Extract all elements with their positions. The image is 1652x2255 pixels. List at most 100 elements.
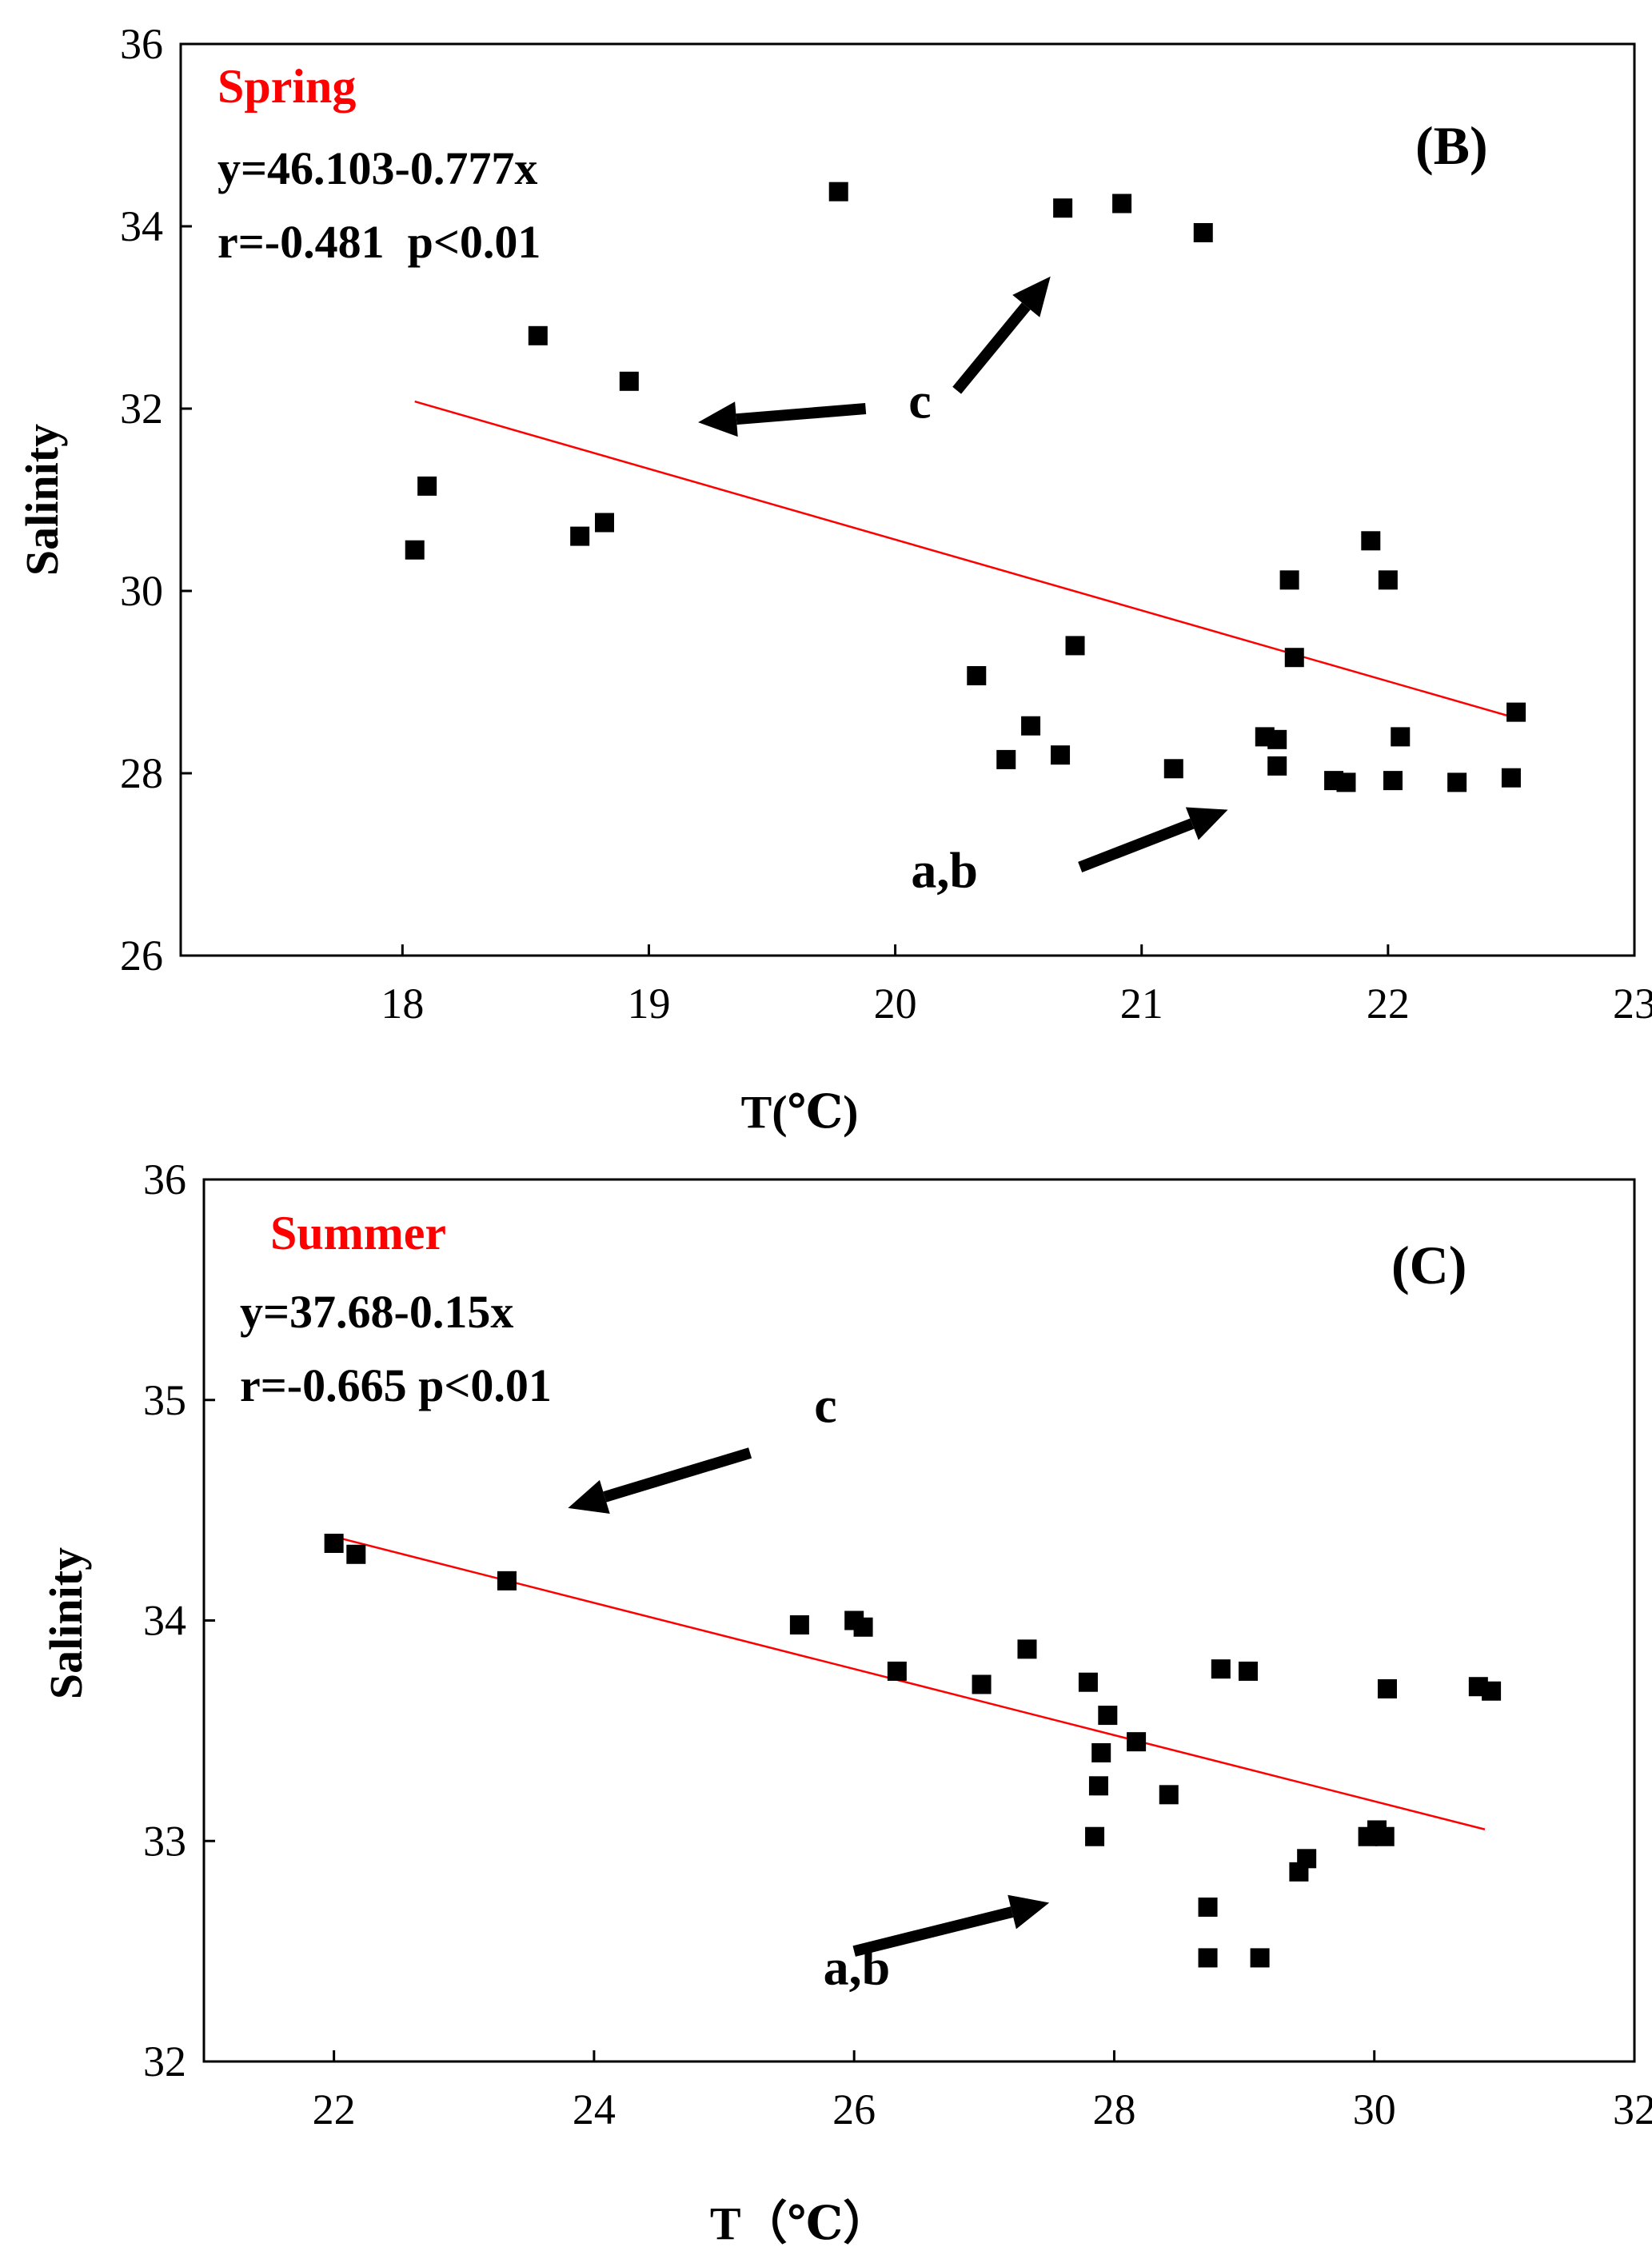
- panel-summer: Summer y=37.68-0.15x r=-0.665 p<0.01 (C)…: [40, 1155, 1652, 2249]
- data-point: [828, 182, 848, 202]
- x-tick-label: 22: [313, 2085, 356, 2133]
- y-tick-label: 33: [143, 1817, 186, 1865]
- regression-line: [333, 1535, 1486, 1830]
- x-tick-label: 19: [627, 980, 670, 1028]
- data-point: [967, 666, 987, 686]
- data-point: [1088, 1776, 1108, 1796]
- data-point: [324, 1533, 344, 1553]
- data-point: [1211, 1659, 1231, 1679]
- annotation-label: c: [908, 372, 931, 429]
- season-label-spring: Spring: [217, 60, 356, 113]
- data-point: [887, 1661, 907, 1681]
- data-point: [1336, 772, 1356, 792]
- x-tick-label: 18: [381, 980, 424, 1028]
- data-point: [1198, 1897, 1218, 1917]
- data-point: [1163, 759, 1183, 779]
- data-point: [405, 540, 425, 560]
- y-axis-title-summer: Salinity: [40, 1547, 92, 1699]
- x-tick-label: 26: [832, 2085, 876, 2133]
- data-point: [1378, 570, 1398, 590]
- data-point: [619, 371, 639, 391]
- data-point: [1078, 1672, 1098, 1692]
- y-tick-label: 34: [120, 202, 163, 250]
- y-tick-label: 36: [143, 1155, 186, 1203]
- data-point: [1447, 772, 1467, 792]
- regression-equation-summer: y=37.68-0.15x: [240, 1286, 513, 1338]
- annotation-label: a,b: [824, 1938, 891, 1995]
- data-point: [972, 1674, 992, 1694]
- x-tick-label: 22: [1367, 980, 1410, 1028]
- x-tick-label: 21: [1120, 980, 1163, 1028]
- y-tick-label: 32: [143, 2037, 186, 2085]
- regression-equation-spring: y=46.103-0.777x: [217, 142, 537, 194]
- data-point: [570, 526, 590, 546]
- data-point: [1112, 194, 1132, 214]
- data-point: [789, 1615, 809, 1635]
- season-label-summer: Summer: [270, 1207, 446, 1259]
- data-point: [1383, 771, 1403, 791]
- x-tick-label: 23: [1613, 980, 1652, 1028]
- data-point: [1284, 648, 1304, 668]
- annotation-arrow-head: [1185, 807, 1228, 840]
- y-tick-label: 28: [120, 749, 163, 797]
- x-tick-label: 20: [874, 980, 917, 1028]
- panel-label-b: (B): [1415, 115, 1488, 176]
- data-point: [1250, 1948, 1270, 1968]
- annotation-arrow-shaft: [852, 1906, 1014, 1957]
- x-axis-title-spring: T(℃): [741, 1086, 859, 1138]
- data-point: [1279, 570, 1299, 590]
- data-point: [1198, 1948, 1218, 1968]
- y-tick-label: 32: [120, 385, 163, 433]
- x-axis-title-summer: T（℃）: [710, 2197, 889, 2249]
- data-point: [417, 476, 437, 496]
- x-tick-label: 30: [1353, 2085, 1396, 2133]
- annotation-arrow-head: [698, 401, 738, 437]
- data-point: [346, 1544, 366, 1564]
- data-point: [853, 1617, 873, 1637]
- y-tick-label: 36: [120, 20, 163, 68]
- data-point: [1091, 1742, 1111, 1762]
- data-point: [1053, 198, 1073, 218]
- y-tick-label: 34: [143, 1597, 186, 1645]
- y-tick-label: 35: [143, 1376, 186, 1424]
- annotation-arrow-head: [1012, 276, 1051, 317]
- data-point: [594, 513, 614, 533]
- data-point: [497, 1571, 517, 1590]
- data-point: [1127, 1732, 1147, 1752]
- correlation-stats-summer: r=-0.665 p<0.01: [240, 1359, 552, 1411]
- correlation-stats-spring: r=-0.481 p<0.01: [217, 216, 541, 268]
- data-point: [1085, 1826, 1105, 1846]
- annotation-arrow-shaft: [952, 302, 1031, 394]
- x-tick-label: 24: [573, 2085, 616, 2133]
- annotation-arrow-head: [568, 1479, 610, 1515]
- annotation-arrow-shaft: [736, 403, 867, 425]
- annotation-arrow-head: [1008, 1894, 1050, 1930]
- data-point: [1065, 636, 1085, 656]
- data-point: [1017, 1639, 1037, 1659]
- annotation-arrow-shaft: [603, 1447, 752, 1503]
- data-point: [1267, 729, 1287, 749]
- data-point: [1238, 1661, 1258, 1681]
- panel-spring: Spring y=46.103-0.777x r=-0.481 p<0.01 (…: [16, 20, 1652, 1138]
- data-point: [1098, 1706, 1118, 1726]
- regression-line: [414, 400, 1512, 718]
- plot-frame: [179, 42, 1636, 957]
- data-point: [1159, 1785, 1179, 1805]
- data-point: [1051, 745, 1071, 765]
- data-point: [996, 749, 1016, 769]
- x-tick-label: 28: [1092, 2085, 1135, 2133]
- y-tick-label: 30: [120, 567, 163, 615]
- data-point: [1482, 1681, 1502, 1701]
- annotation-arrow-shaft: [1078, 818, 1195, 872]
- y-axis-title-spring: Salinity: [16, 424, 68, 576]
- data-point: [1391, 727, 1411, 747]
- data-point: [1267, 756, 1287, 776]
- annotation-label: a,b: [911, 842, 978, 899]
- data-point: [1193, 222, 1213, 242]
- y-tick-label: 26: [120, 932, 163, 980]
- data-point: [1375, 1826, 1395, 1846]
- annotation-label: c: [814, 1376, 836, 1433]
- data-point: [528, 325, 548, 345]
- data-point: [1506, 702, 1526, 722]
